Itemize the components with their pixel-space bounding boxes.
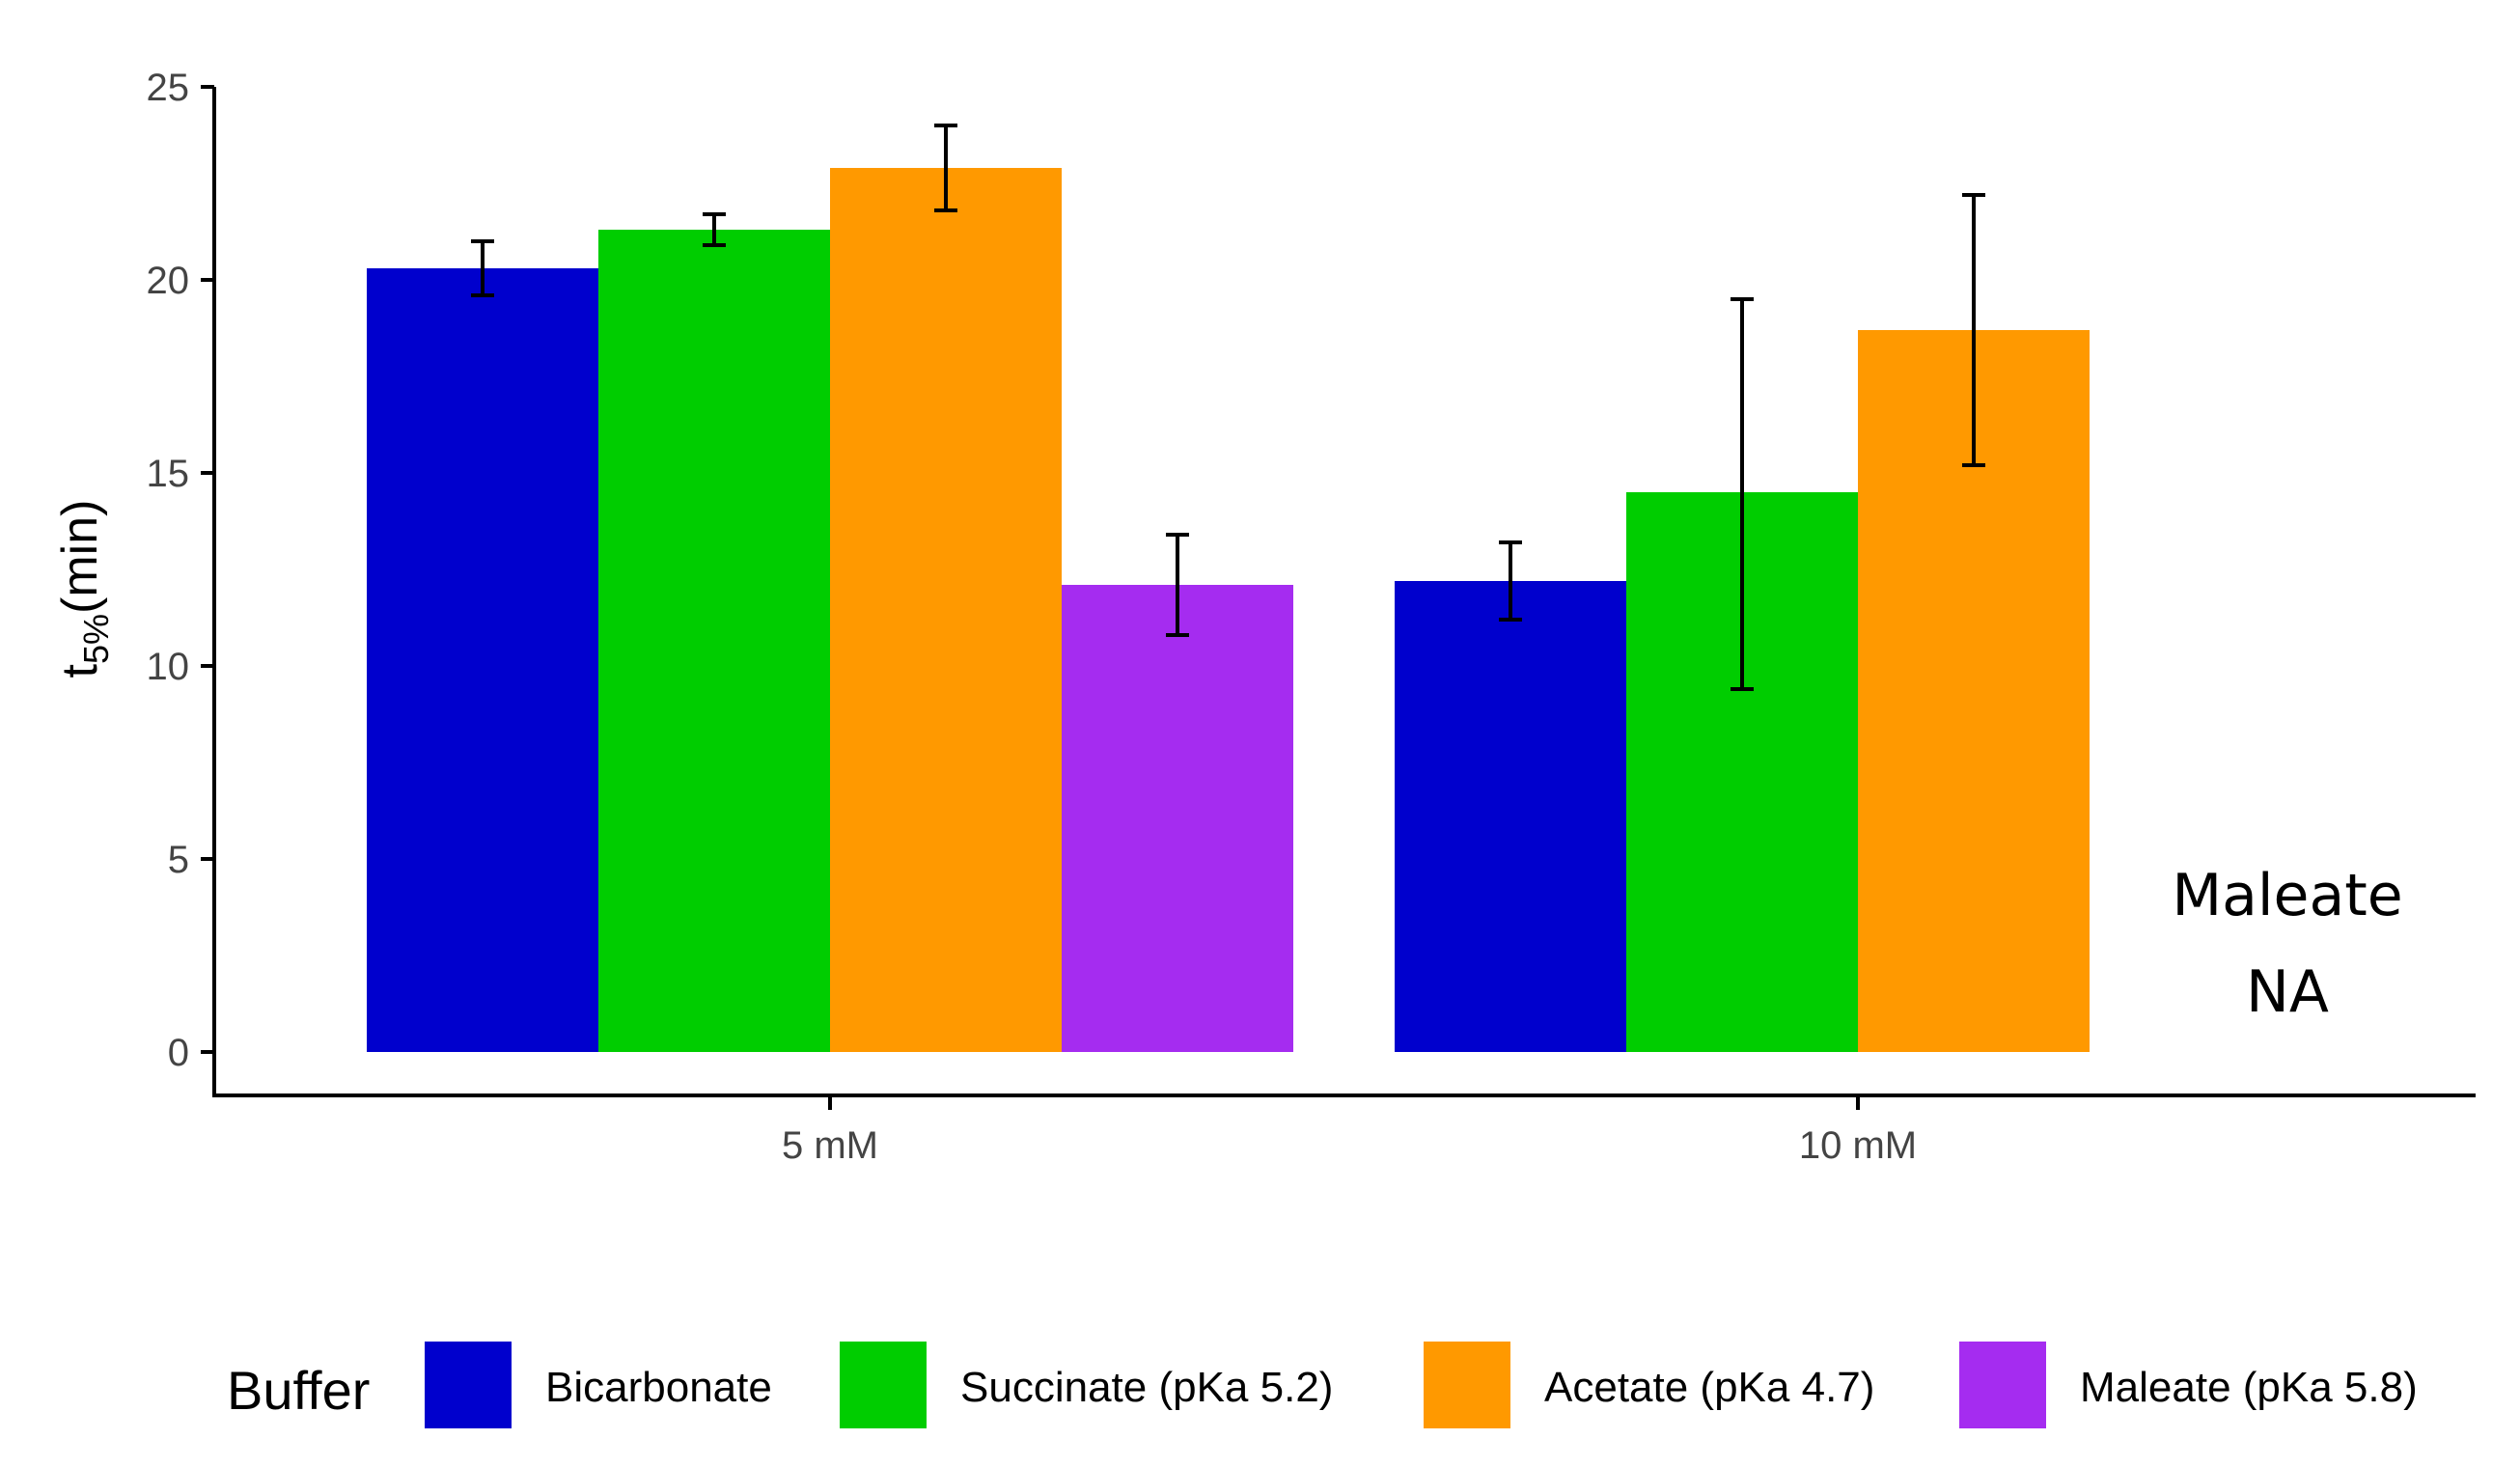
legend: Buffer Bicarbonate Succinate (pKa 5.2) Ace… xyxy=(227,1342,2418,1428)
bar-bicarbonate-10-mm xyxy=(1395,581,1626,1052)
error-bar-succinate-pka-5-2-10-mm xyxy=(1731,297,1754,691)
y-tick-label: 25 xyxy=(147,67,190,109)
bars-layer xyxy=(367,168,2090,1052)
legend-key-succinate-pka-5-2 xyxy=(840,1342,927,1428)
y-ticks: 0 5 10 15 20 25 xyxy=(147,67,214,1074)
legend-title: Buffer xyxy=(227,1360,370,1421)
y-axis-title-unit: (min) xyxy=(52,500,108,614)
legend-key-bicarbonate xyxy=(425,1342,512,1428)
maleate-annotation-line2: NA xyxy=(2246,958,2329,1026)
legend-label-bicarbonate: Bicarbonate xyxy=(545,1364,772,1411)
y-tick-label: 20 xyxy=(147,260,190,302)
legend-label-maleate-pka-5-8: Maleate (pKa 5.8) xyxy=(2080,1364,2418,1411)
legend-key-acetate-pka-4-7 xyxy=(1424,1342,1510,1428)
error-bar-acetate-pka-4-7-10-mm xyxy=(1962,193,1985,467)
bar-maleate-pka-5-8-5-mm xyxy=(1062,585,1293,1052)
error-bar-bicarbonate-10-mm xyxy=(1499,540,1522,622)
legend-label-succinate-pka-5-2: Succinate (pKa 5.2) xyxy=(960,1364,1333,1411)
legend-label-acetate-pka-4-7: Acetate (pKa 4.7) xyxy=(1544,1364,1874,1411)
x-tick-label: 10 mM xyxy=(1799,1124,1917,1167)
y-axis-title-main: t xyxy=(52,663,108,678)
error-bar-maleate-pka-5-8-5-mm xyxy=(1166,533,1189,637)
y-tick-label: 15 xyxy=(147,453,190,495)
maleate-annotation-line1: Maleate xyxy=(2172,862,2402,929)
x-tick-label: 5 mM xyxy=(782,1124,878,1167)
y-tick-label: 10 xyxy=(147,646,190,688)
x-ticks: 5 mM 10 mM xyxy=(782,1095,1917,1167)
error-bar-succinate-pka-5-2-5-mm xyxy=(703,212,726,247)
bar-bicarbonate-5-mm xyxy=(367,268,598,1052)
error-bars-layer xyxy=(471,124,1985,691)
y-axis-title: t5%(min) xyxy=(52,500,116,678)
bar-acetate-pka-4-7-5-mm xyxy=(830,168,1062,1052)
error-bar-bicarbonate-5-mm xyxy=(471,239,494,297)
bar-succinate-pka-5-2-5-mm xyxy=(598,230,830,1052)
y-axis-title-subscript: 5% xyxy=(76,614,116,664)
error-bar-acetate-pka-4-7-5-mm xyxy=(934,124,957,212)
y-tick-label: 5 xyxy=(168,839,189,881)
legend-key-maleate-pka-5-8 xyxy=(1959,1342,2046,1428)
y-tick-label: 0 xyxy=(168,1032,189,1074)
